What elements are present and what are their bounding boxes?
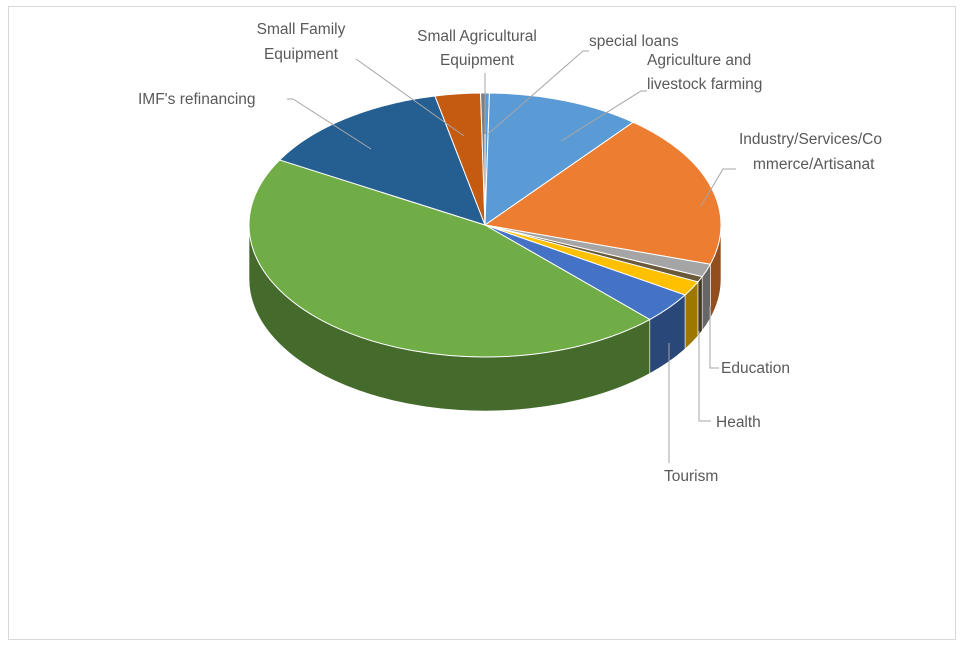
leader-education [709, 306, 719, 369]
leader-health [698, 331, 711, 422]
chart-frame: Small Family Equipment Small Agricultura… [8, 6, 956, 640]
slice-top-1 [484, 92, 635, 226]
pie-tops [248, 92, 722, 358]
slice-top-2 [483, 121, 722, 265]
label-special-loans: special loans [589, 33, 679, 50]
leader-special-loans [487, 50, 589, 135]
leader-small-family [355, 58, 465, 137]
leader-imf [287, 98, 372, 150]
label-industry-1: Industry/Services/Co [739, 131, 882, 148]
slice-top-7 [248, 159, 651, 358]
slice-side-4 [697, 275, 703, 337]
pie-chart: Small Family Equipment Small Agricultura… [138, 21, 882, 485]
data-labels: Small Family Equipment Small Agricultura… [138, 21, 882, 485]
leader-agriculture [560, 90, 647, 142]
label-small-family-2: Equipment [264, 46, 339, 63]
label-small-family-1: Small Family [257, 21, 346, 38]
label-imf: IMF's refinancing [138, 91, 256, 108]
label-agriculture-1: Agriculture and [647, 52, 751, 69]
label-health: Health [716, 414, 761, 431]
label-education: Education [721, 360, 790, 377]
leader-lines [287, 50, 736, 463]
label-small-agri-2: Equipment [440, 52, 515, 69]
slice-top-8 [278, 95, 486, 226]
label-agriculture-2: livestock farming [647, 76, 762, 93]
label-industry-2: mmerce/Artisanat [753, 156, 875, 173]
label-small-agri-1: Small Agricultural [417, 28, 537, 45]
leader-industry [700, 168, 736, 207]
label-tourism: Tourism [664, 468, 718, 485]
